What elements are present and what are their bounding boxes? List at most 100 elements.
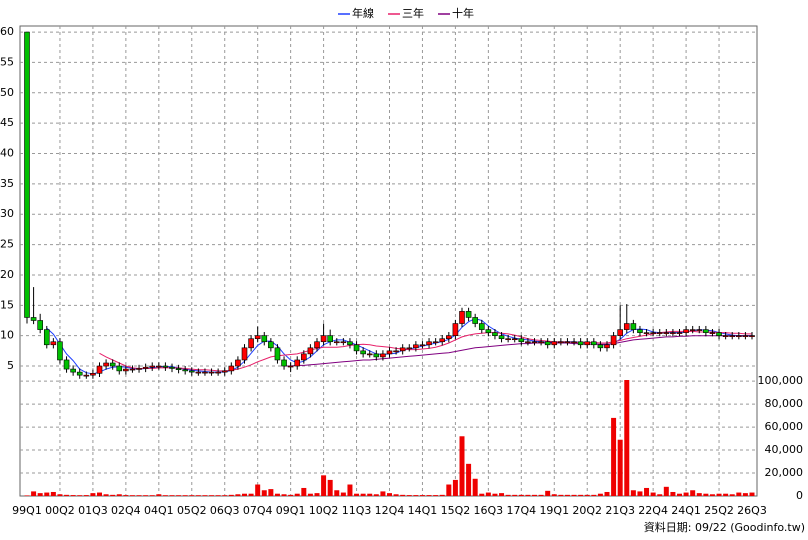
candle-body xyxy=(208,371,215,374)
volume-bar xyxy=(637,491,643,496)
volume-bar xyxy=(77,495,83,496)
candle-body xyxy=(175,368,182,370)
candle-body xyxy=(373,353,380,358)
x-tick-label: 04Q1 xyxy=(144,504,174,517)
volume-bar xyxy=(274,493,280,496)
y2-tick-label: 40,000 xyxy=(765,443,804,456)
volume-bar xyxy=(624,380,630,496)
candle-body xyxy=(584,341,591,346)
candle-body xyxy=(722,335,729,337)
candle-body xyxy=(109,362,116,367)
volume-bar xyxy=(97,492,102,496)
candle-body xyxy=(268,341,274,349)
x-tick-label: 05Q2 xyxy=(177,504,207,517)
candle-body xyxy=(426,341,432,346)
candle-body xyxy=(637,329,643,333)
candle-body xyxy=(591,341,597,346)
x-tick-label: 21Q3 xyxy=(605,504,635,517)
candle-body xyxy=(50,341,57,346)
candle-body xyxy=(353,344,360,352)
volume-bar xyxy=(433,495,439,496)
volume-bar xyxy=(466,463,472,496)
volume-bar xyxy=(354,493,360,496)
volume-bar xyxy=(558,494,564,496)
candle-body xyxy=(386,350,393,355)
candle-body xyxy=(472,317,478,324)
volume-bar xyxy=(532,494,537,496)
x-tick-label: 09Q1 xyxy=(276,504,306,517)
volume-bar xyxy=(360,493,366,496)
volume-bar xyxy=(591,494,597,496)
volume-bar xyxy=(518,494,524,496)
candle-body xyxy=(366,353,373,356)
candle-body xyxy=(663,332,670,334)
candle-body xyxy=(551,341,558,346)
y-tick-label: 10 xyxy=(0,329,14,342)
candle-body xyxy=(136,368,142,370)
candle-body xyxy=(703,329,709,333)
volume-bar xyxy=(584,494,590,496)
volume-bar xyxy=(222,495,228,496)
volume-bar xyxy=(373,494,379,496)
volume-bar xyxy=(176,495,182,496)
x-tick-label: 22Q4 xyxy=(638,504,668,517)
volume-bar xyxy=(340,492,346,496)
candle-body xyxy=(511,338,518,341)
candle-body xyxy=(419,344,426,347)
x-tick-label: 12Q4 xyxy=(375,504,405,517)
candle-body xyxy=(689,329,696,331)
x-tick-label: 99Q1 xyxy=(12,504,42,517)
candle-body xyxy=(485,329,492,333)
candle-body xyxy=(696,329,703,331)
volume-bar xyxy=(742,493,748,496)
candle-body xyxy=(37,320,43,330)
x-tick-label: 10Q2 xyxy=(309,504,339,517)
volume-bar xyxy=(103,494,109,496)
candle-body xyxy=(564,341,571,344)
candle-body xyxy=(439,338,446,343)
candle-body xyxy=(656,332,663,334)
candle-body xyxy=(630,323,637,330)
y-tick-label: 55 xyxy=(0,55,14,68)
candle-body xyxy=(610,335,617,346)
y-tick-label: 45 xyxy=(0,116,14,129)
candle-body xyxy=(156,365,162,368)
x-tick-label: 16Q3 xyxy=(474,504,504,517)
volume-bar xyxy=(380,491,386,496)
candle-body xyxy=(169,366,175,369)
candle-body xyxy=(235,359,241,367)
volume-bar xyxy=(716,493,722,496)
candle-body xyxy=(116,365,123,372)
legend-label: 三年 xyxy=(402,6,424,20)
volume-bar xyxy=(228,494,234,496)
candle-body xyxy=(333,341,340,344)
candle-body xyxy=(544,341,551,346)
y-tick-label: 20 xyxy=(0,268,14,281)
volume-bar xyxy=(209,495,215,496)
candle-body xyxy=(182,369,188,372)
candle-body xyxy=(525,341,531,344)
x-tick-label: 06Q3 xyxy=(210,504,240,517)
candle-body xyxy=(129,368,136,371)
volume-bar xyxy=(472,478,478,496)
volume-bar xyxy=(663,486,669,496)
candle-body xyxy=(465,311,472,318)
volume-bar xyxy=(512,494,518,496)
volume-bar xyxy=(116,494,122,496)
volume-bar xyxy=(729,494,735,496)
volume-bar xyxy=(90,493,96,496)
volume-bar xyxy=(426,495,432,496)
candle-body xyxy=(96,365,103,374)
candle-body xyxy=(623,323,630,330)
volume-bar xyxy=(505,494,511,496)
y-tick-label: 50 xyxy=(0,86,14,99)
y-tick-label: 60 xyxy=(0,25,14,38)
volume-bar xyxy=(83,495,89,496)
volume-bar xyxy=(597,493,603,496)
x-tick-label: 15Q2 xyxy=(441,504,471,517)
volume-bar xyxy=(143,495,149,496)
volume-bar xyxy=(677,493,682,496)
y2-tick-label: 60,000 xyxy=(765,420,804,433)
volume-bar xyxy=(709,494,715,496)
candle-body xyxy=(162,365,169,368)
